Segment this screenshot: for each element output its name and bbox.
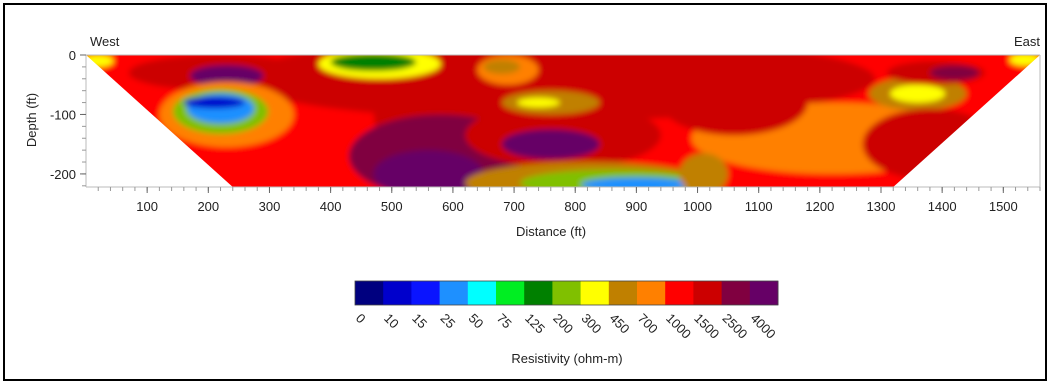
colorbar-tick-label: 0	[353, 311, 369, 327]
contour-fill	[86, 55, 1040, 187]
colorbar-tick-label: 10	[381, 311, 402, 332]
colorbar-swatch	[665, 281, 694, 305]
plot-area	[85, 54, 1041, 188]
contour-region	[183, 96, 245, 109]
colorbar-swatch	[580, 281, 610, 305]
y-axis-ticks: 0 -100 -200	[50, 48, 86, 187]
x-tick-label: 1500	[989, 199, 1018, 214]
colorbar-border	[354, 280, 779, 306]
x-tick-label: 800	[564, 199, 586, 214]
colorbar-tick-label: 75	[494, 311, 515, 332]
x-tick-label: 100	[136, 199, 158, 214]
colorbar-tick-label: 25	[437, 311, 458, 332]
east-label: East	[1014, 34, 1040, 49]
x-tick-label: 600	[442, 199, 464, 214]
x-tick-label: 1000	[683, 199, 712, 214]
contour-region	[660, 69, 808, 136]
west-label: West	[90, 34, 120, 49]
colorbar-tick-label: 50	[466, 311, 487, 332]
contour-region	[373, 150, 484, 187]
colorbar-tick-label: 2500	[719, 311, 750, 342]
colorbar-swatch	[637, 281, 666, 305]
colorbar-tick-label: 200	[550, 311, 576, 337]
colorbar-tick-label: 700	[635, 311, 661, 337]
x-tick-label: 400	[320, 199, 342, 214]
colorbar-swatch	[693, 281, 722, 305]
x-tick-label: 300	[259, 199, 281, 214]
x-axis-label: Distance (ft)	[516, 224, 586, 239]
colorbar-tick-label: 125	[522, 311, 548, 337]
colorbar-swatch	[552, 281, 581, 305]
y-axis-label: Depth (ft)	[24, 93, 39, 147]
contour-region	[890, 84, 946, 103]
colorbar-tick-label: 300	[578, 311, 604, 337]
colorbar-swatch	[524, 281, 553, 305]
colorbar: 0 10 15 25 50 75 125 200 300 450 700 10001500250040…	[353, 280, 779, 342]
x-tick-label: 500	[381, 199, 403, 214]
colorbar-swatch	[467, 281, 497, 305]
contour-region	[189, 65, 264, 87]
x-tick-label: 900	[626, 199, 648, 214]
contour-region	[929, 65, 979, 80]
x-axis-ticks: 100 200 300 400 500 600 700 800 900 1000 1100 1200 1…	[97, 187, 1041, 214]
colorbar-tick-label: 1500	[691, 311, 722, 342]
colorbar-swatch	[608, 281, 638, 305]
colorbar-label: Resistivity (ohm-m)	[511, 351, 622, 366]
colorbar-tick-label: 15	[409, 311, 430, 332]
colorbar-tick-label: 1000	[663, 311, 694, 342]
colorbar-tick-label: 450	[607, 311, 633, 337]
colorbar-swatch	[721, 281, 751, 305]
x-tick-label: 1300	[867, 199, 896, 214]
contour-region	[86, 55, 114, 67]
y-tick-label: -100	[50, 107, 76, 122]
colorbar-swatch	[411, 281, 440, 305]
x-tick-label: 700	[503, 199, 525, 214]
contour-region	[517, 97, 560, 108]
colorbar-swatch	[439, 281, 469, 305]
contour-region	[501, 129, 600, 160]
colorbar-swatch	[496, 281, 525, 305]
contour-region	[581, 177, 692, 187]
x-tick-label: 1100	[745, 199, 773, 214]
colorbar-swatch	[749, 281, 779, 305]
y-tick-label: -200	[50, 167, 76, 182]
x-tick-label: 200	[197, 199, 219, 214]
colorbar-swatch	[383, 281, 412, 305]
x-tick-label: 1400	[928, 199, 957, 214]
contour-region	[330, 55, 417, 72]
y-tick-label: 0	[69, 48, 76, 63]
x-tick-label: 1200	[805, 199, 834, 214]
colorbar-tick-label: 4000	[748, 311, 779, 342]
section-contours	[86, 55, 1040, 187]
contour-region	[862, 108, 998, 180]
contour-region	[483, 59, 521, 75]
contour-region	[1009, 55, 1040, 66]
contour-region	[679, 153, 729, 187]
colorbar-swatch	[355, 281, 384, 305]
